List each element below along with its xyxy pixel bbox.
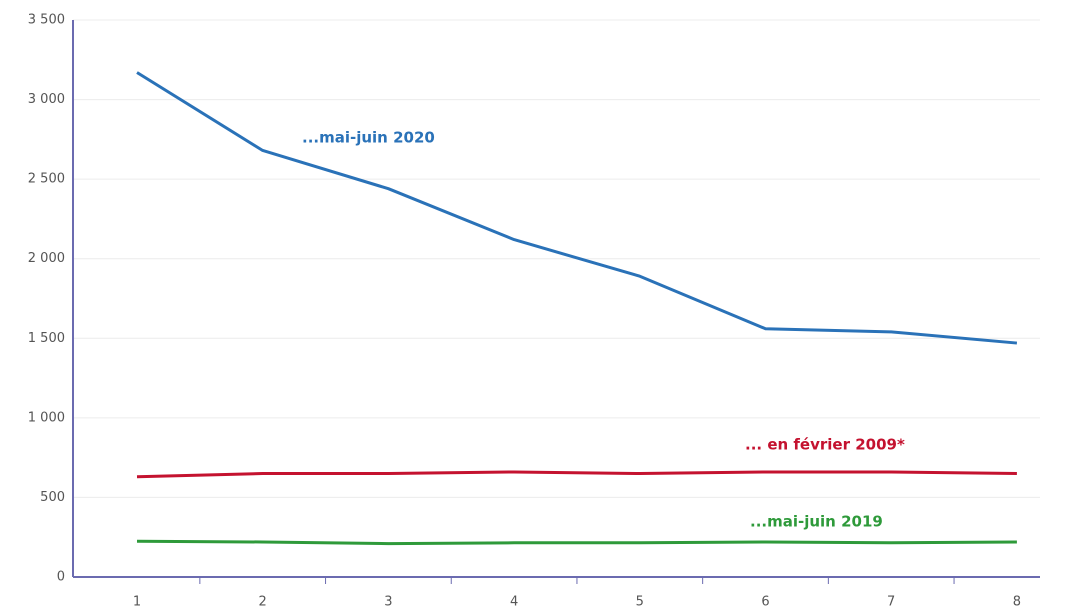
x-tick-label: 7 [887,595,895,610]
series-line [136,71,1018,345]
x-tick-label: 5 [636,595,644,610]
series-line [136,539,1017,546]
y-tick-label: 3 500 [28,13,65,28]
series-label: ... en février 2009* [745,436,905,454]
y-tick-label: 500 [40,490,65,505]
y-tick-label: 2 000 [28,251,65,266]
y-tick-label: 3 000 [28,92,65,107]
series-label: ...mai-juin 2019 [750,513,883,531]
y-tick-label: 1 000 [28,410,65,425]
x-tick-label: 1 [133,595,141,610]
x-tick-label: 6 [761,595,769,610]
x-tick-label: 2 [259,595,267,610]
series-line [136,470,1017,479]
y-tick-label: 0 [57,570,65,585]
x-tick-label: 3 [384,595,392,610]
x-tick-label: 4 [510,595,518,610]
series-label: ...mai-juin 2020 [302,129,435,147]
y-tick-label: 2 500 [28,172,65,187]
x-tick-label: 8 [1013,595,1021,610]
y-tick-label: 1 500 [28,331,65,346]
